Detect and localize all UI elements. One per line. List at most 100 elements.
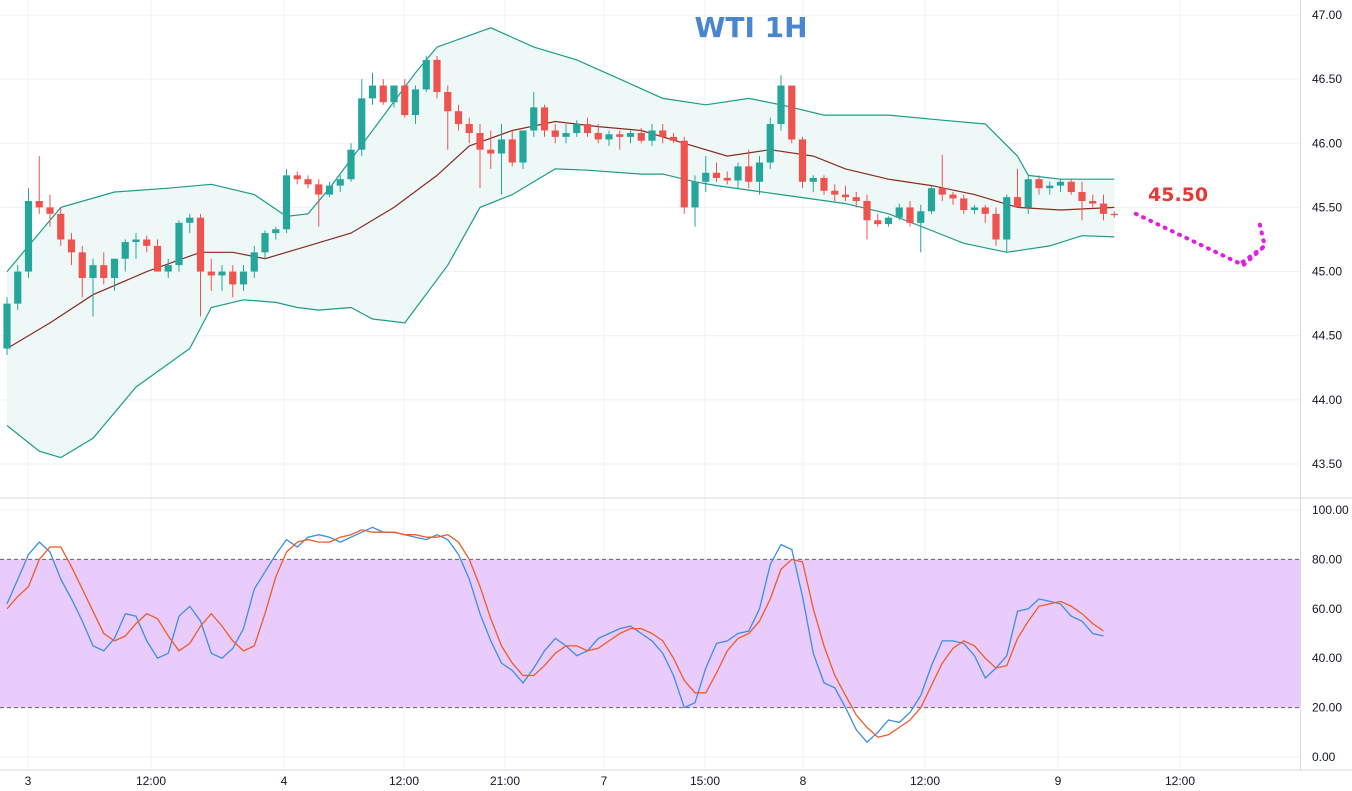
candle-body	[798, 139, 807, 182]
candle	[143, 235, 151, 253]
candle-body	[917, 211, 925, 223]
candle	[411, 85, 420, 125]
candle	[24, 188, 33, 278]
candle-body	[110, 258, 119, 278]
candle-body	[46, 207, 54, 214]
candle	[465, 117, 473, 144]
time-axis-tick: 12:00	[389, 774, 419, 788]
candle-body	[3, 303, 11, 349]
candle	[175, 220, 183, 272]
projection-arrowhead	[1240, 217, 1267, 264]
candle	[712, 162, 721, 182]
candle	[218, 265, 226, 291]
candle	[1099, 194, 1108, 221]
candle-body	[229, 271, 237, 285]
candle	[78, 245, 86, 298]
candle	[132, 233, 140, 259]
candle-body	[433, 59, 441, 92]
candles	[3, 56, 1118, 355]
candle-body	[196, 217, 205, 272]
price-axis-tick: 45.00	[1312, 265, 1342, 279]
candle-body	[186, 217, 194, 223]
candle-body	[777, 85, 785, 125]
candle-body	[368, 85, 377, 99]
candle	[1089, 194, 1097, 208]
candle-body	[669, 136, 678, 141]
candle-body	[207, 271, 215, 276]
stochastic-axis-tick: 60.00	[1312, 602, 1342, 616]
candle	[809, 175, 817, 193]
candle-body	[304, 179, 312, 185]
candle	[1046, 181, 1054, 195]
candle-body	[809, 177, 817, 182]
candle-body	[1099, 203, 1108, 214]
candle	[637, 127, 645, 144]
candle	[347, 143, 355, 182]
stochastic-k-line	[6, 526, 1104, 744]
candle-body	[411, 89, 420, 116]
candle	[153, 239, 162, 272]
candle-body	[293, 175, 301, 180]
time-axis-tick: 15:00	[690, 774, 720, 788]
stochastic-axis-tick: 0.00	[1312, 750, 1336, 764]
candle-body	[1089, 201, 1097, 204]
candle	[196, 213, 205, 317]
candle-body	[487, 149, 495, 154]
candle-body	[841, 194, 850, 198]
candle	[14, 265, 22, 311]
candle-body	[992, 213, 1000, 240]
candle	[325, 181, 334, 198]
projection-path	[1133, 211, 1267, 268]
candle	[540, 104, 549, 137]
candle-body	[680, 140, 688, 208]
price-axis-tick: 46.00	[1312, 136, 1342, 150]
candle-body	[1024, 179, 1032, 208]
price-axis-tick: 45.50	[1312, 200, 1342, 214]
bollinger-band-lines	[6, 27, 1115, 459]
candle	[594, 124, 602, 144]
candle	[1078, 181, 1086, 221]
candle	[35, 156, 43, 214]
candle-body	[218, 271, 226, 276]
candle	[798, 136, 807, 189]
candle	[616, 130, 624, 150]
candle	[519, 130, 527, 169]
candle	[841, 185, 850, 202]
candle	[1003, 194, 1011, 253]
candle	[863, 194, 871, 240]
candle-body	[121, 242, 129, 259]
candle-body	[594, 133, 602, 140]
candle-body	[820, 177, 828, 191]
time-axis-tick: 4	[281, 774, 288, 788]
candle-body	[530, 107, 538, 131]
candle	[605, 130, 613, 146]
candle	[89, 258, 97, 317]
candle	[164, 258, 172, 278]
candle-body	[35, 201, 43, 208]
candle-body	[831, 190, 839, 195]
candle	[368, 72, 377, 105]
candle	[702, 156, 710, 193]
candle-body	[14, 271, 22, 304]
candle-body	[755, 162, 764, 182]
candle	[831, 184, 839, 202]
candle-body	[24, 201, 33, 272]
candle	[293, 171, 301, 185]
candle-body	[927, 188, 936, 212]
bollinger-basis-line	[6, 120, 1115, 350]
candle	[734, 162, 742, 189]
candle	[46, 194, 54, 227]
candle-body	[863, 201, 871, 221]
candle	[777, 75, 785, 131]
candle	[67, 233, 76, 266]
time-axis-tick: 3	[25, 774, 32, 788]
candle	[981, 204, 989, 223]
candle	[358, 79, 366, 157]
candle	[261, 230, 269, 259]
candle-body	[143, 239, 151, 246]
candle	[272, 226, 280, 240]
candle	[745, 149, 753, 189]
bollinger-upper-line	[6, 27, 1115, 272]
candle	[1056, 179, 1065, 193]
candle	[315, 179, 323, 227]
